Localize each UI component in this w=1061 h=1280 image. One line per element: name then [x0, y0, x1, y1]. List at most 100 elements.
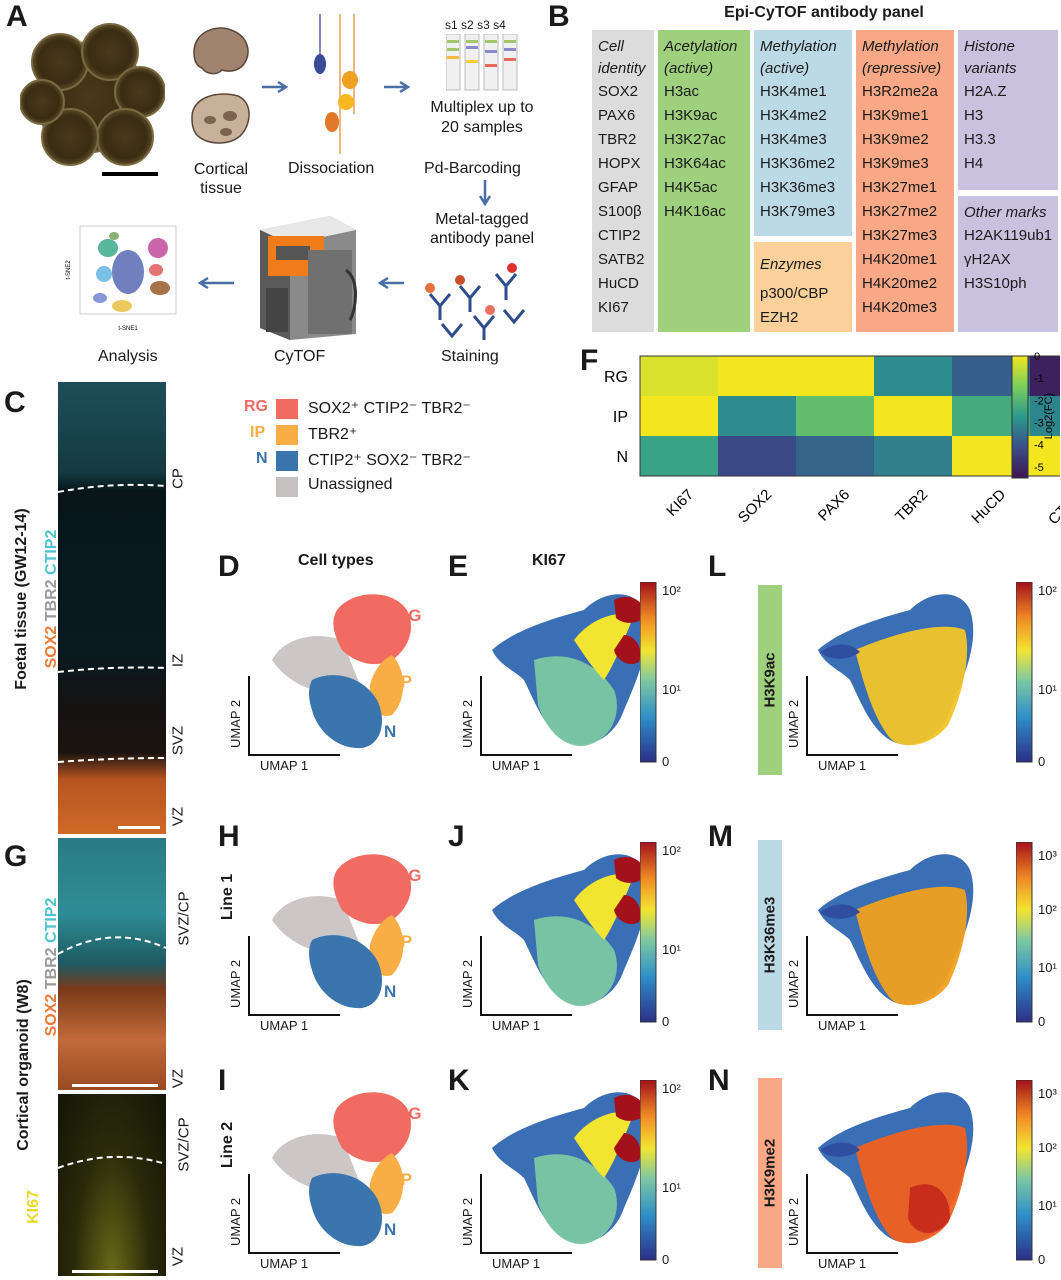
- zone-svzcp-bottom: SVZ/CP: [175, 1117, 193, 1172]
- marker-box-h3k9ac: H3K9ac: [758, 585, 782, 775]
- colorbar-tick: 10²: [1038, 902, 1057, 918]
- ki67-title: KI67: [532, 552, 566, 569]
- colorbar-tick: 10¹: [1038, 1198, 1057, 1213]
- heatmap-cell: [796, 356, 874, 396]
- zone-vz: VZ: [169, 806, 187, 827]
- antibody-item: H3R2me2a: [862, 83, 938, 100]
- umap-scatter: [492, 594, 648, 747]
- heatmap-col-label: PAX6: [815, 486, 853, 524]
- umap-scatter: [818, 1092, 974, 1244]
- colorbar-tick: 0: [662, 1014, 670, 1029]
- antibody-item: H2A.Z: [964, 83, 1007, 100]
- colorbar-tick: 0: [1034, 351, 1040, 363]
- panel-letter-g: G: [4, 840, 28, 873]
- umap-colorbar: 10² 10¹ 0: [1016, 582, 1061, 769]
- zone-iz: IZ: [169, 653, 187, 668]
- umap-axes: [248, 1174, 340, 1254]
- umap-h3k9me2-n: UMAP 1 UMAP 2: [786, 1078, 1000, 1271]
- antibody-item: S100β: [598, 203, 642, 220]
- ab-col-other-marks: Other marks H2AK119ub1 γH2AX H3S10ph: [958, 196, 1058, 332]
- antibody-item: H3K9me3: [862, 155, 929, 172]
- panel-letter-c: C: [4, 386, 26, 419]
- zone-cp: CP: [169, 468, 187, 489]
- antibody-item: EZH2: [760, 309, 799, 326]
- colorbar-tick: 10²: [1038, 583, 1057, 598]
- umap-ki67-j: UMAP 1 UMAP 2: [460, 840, 674, 1033]
- umap-colorbar: 10² 10¹ 0: [640, 1080, 690, 1267]
- colorbar-tick: 10²: [1038, 1140, 1057, 1156]
- antibody-item: H4K20me1: [862, 251, 938, 268]
- colorbar-tick: 10²: [662, 1081, 681, 1096]
- umap-axes: [480, 676, 572, 756]
- umap-axes: [806, 1174, 898, 1254]
- foetal-tissue-image: [58, 382, 166, 834]
- svg-text:t-SNE2: t-SNE2: [66, 260, 72, 280]
- antibody-item: H3S10ph: [964, 275, 1027, 292]
- colorbar-tick: 10²: [662, 843, 681, 858]
- umap-y-label: UMAP 2: [460, 699, 475, 748]
- heatmap-chart: RG IP N KI67 SOX2 PAX6 TBR2 HuCD CTIP2 0 -1 -2 -3 -…: [604, 351, 1060, 528]
- heatmap-cell: [1030, 356, 1060, 396]
- antibody-item: H3K27me1: [862, 179, 938, 196]
- colorbar-tick: 0: [1038, 1252, 1046, 1267]
- umap-x-label: UMAP 1: [818, 1018, 867, 1033]
- colorbar-tick: 10¹: [662, 682, 681, 697]
- colorbar-tick: 10¹: [1038, 960, 1057, 975]
- sample-labels: s1 s2 s3 s4: [445, 18, 506, 32]
- umap-y-label: UMAP 2: [786, 959, 801, 1008]
- heatmap-cell: [640, 356, 718, 396]
- heatmap-col-label: HuCD: [968, 486, 1009, 527]
- antibody-item: H3K4me1: [760, 83, 827, 100]
- antibody-item: p300/CBP: [760, 285, 829, 302]
- ab-col-methylation-repressive: Methylation (repressive) H3R2me2a H3K9me1…: [856, 30, 954, 332]
- colorbar-tick: 0: [662, 754, 670, 769]
- marker-box-h3k9me2: H3K9me2: [758, 1078, 782, 1268]
- umap-scatter: [492, 1092, 648, 1245]
- panel-letter-d: D: [218, 550, 240, 583]
- cytof-label: CyTOF: [274, 348, 326, 365]
- umap-cell-types-d: UMAP 1 UMAP 2 RG IP N: [228, 580, 442, 773]
- colorbar-tick: -5: [1034, 462, 1044, 474]
- umap-scatter: [492, 854, 648, 1007]
- antibody-item: PAX6: [598, 107, 636, 124]
- umap-scatter: [272, 594, 412, 749]
- label-ip: IP: [396, 932, 413, 951]
- ki67-tissue-image: [58, 1094, 166, 1276]
- antibody-item: H3K64ac: [664, 155, 726, 172]
- colorbar-tick: -4: [1034, 440, 1044, 452]
- zone-svz: SVZ: [169, 725, 187, 756]
- umap-scatter: [818, 594, 974, 746]
- cortical-organoid-label: Cortical organoid (W8): [15, 979, 32, 1151]
- heatmap-cell: [874, 436, 952, 476]
- cell-types-title: Cell types: [298, 552, 374, 569]
- umap-x-label: UMAP 1: [492, 1018, 541, 1033]
- foetal-tissue-label: Foetal tissue (GW12-14): [13, 508, 30, 690]
- ab-col-methylation-active: Methylation (active) H3K4me1 H3K4me2 H3K4m…: [754, 30, 852, 236]
- heatmap-col-label: CTIP2: [1045, 486, 1060, 528]
- antibody-item: H4K20me2: [862, 275, 938, 292]
- label-n: N: [384, 982, 397, 1001]
- umap-h3k36me3-m: UMAP 1 UMAP 2: [786, 840, 1000, 1033]
- antibody-item: H3K27me2: [862, 203, 938, 220]
- colorbar-tick: 10²: [662, 583, 681, 598]
- organoid-tissue-image: [58, 838, 166, 1090]
- panel-letter-h: H: [218, 820, 240, 853]
- heatmap-cell: [796, 436, 874, 476]
- arrow-icon: [262, 80, 289, 94]
- panel-letter-j: J: [448, 820, 465, 853]
- umap-y-label: UMAP 2: [786, 699, 801, 748]
- colorbar-tick: 10¹: [662, 942, 681, 957]
- heatmap-cell: [1030, 436, 1060, 476]
- antibody-item: H3K36me2: [760, 155, 836, 172]
- panel-letter-k: K: [448, 1064, 470, 1097]
- panel-letter-a: A: [6, 0, 28, 33]
- antibody-item: H3K36me3: [760, 179, 836, 196]
- umap-axes: [248, 676, 340, 756]
- antibody-item: H3K9me1: [862, 107, 929, 124]
- umap-x-label: UMAP 1: [260, 1256, 309, 1271]
- umap-x-label: UMAP 1: [260, 758, 309, 773]
- umap-y-label: UMAP 2: [786, 1197, 801, 1246]
- heatmap-cell: [796, 396, 874, 436]
- antibody-item: HOPX: [598, 155, 641, 172]
- antibody-item: KI67: [598, 299, 629, 316]
